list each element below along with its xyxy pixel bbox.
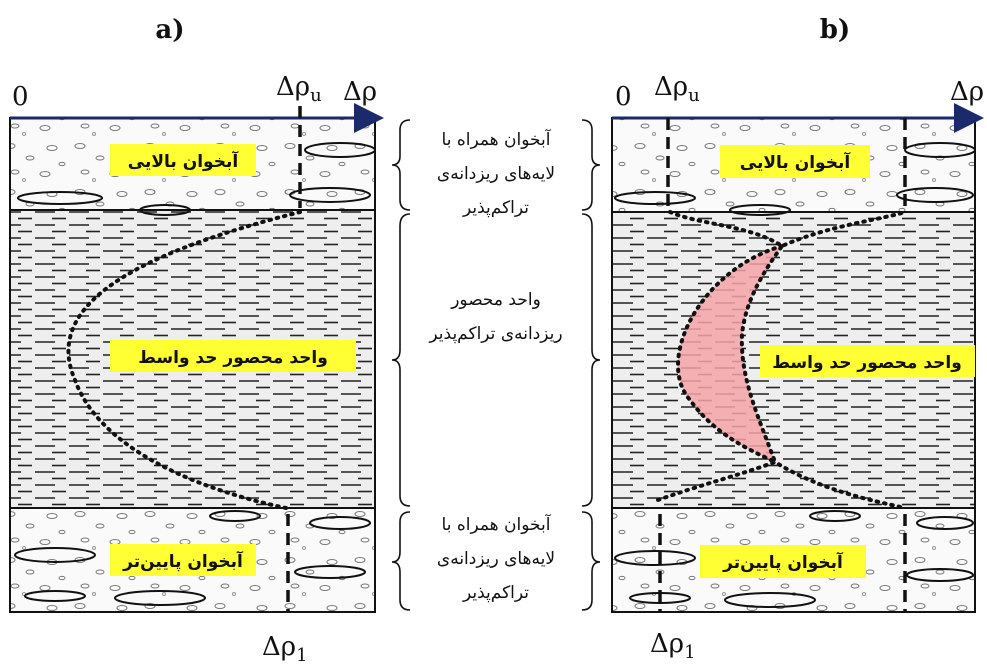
legend-line: لایه‌های ریزدانه‌ی (437, 549, 555, 569)
legend-line: لایه‌های ریزدانه‌ی (437, 164, 555, 184)
panel-label: b) (820, 15, 850, 45)
middle-unit-label: واحد محصور حد واسط (138, 348, 328, 368)
subscript: u (310, 85, 322, 106)
symbol: Δρ (654, 72, 688, 102)
legend-line: ریزدانه‌ی تراکم‌پذیر (428, 324, 562, 344)
panel-b: آبخوان بالایی واحد محصور حد واسط آبخوان … (612, 15, 984, 663)
upper-aquifer-label: آبخوان بالایی (128, 150, 240, 172)
diagram: آبخوان بالایی واحد محصور حد واسط آبخوان … (0, 0, 987, 668)
subscript: u (688, 85, 700, 106)
symbol: Δρ (276, 72, 310, 102)
symbol: Δρ (650, 629, 684, 659)
subscript: 1 (296, 645, 307, 666)
subscript: 1 (684, 642, 695, 663)
delta-rho-u: Δρu (276, 72, 322, 106)
axis-label: Δρ (950, 77, 984, 107)
origin: 0 (615, 82, 632, 112)
braces (392, 120, 600, 610)
axis-label: Δρ (343, 77, 377, 107)
legend: آبخوان همراه با لایه‌های ریزدانه‌ی تراکم‌پ… (428, 128, 562, 603)
delta-rho-1: Δρ1 (650, 629, 696, 663)
panel-label: a) (155, 15, 184, 45)
symbol: Δρ (262, 632, 296, 662)
legend-line: آبخوان همراه با (442, 513, 552, 535)
legend-line: تراکم‌پذیر (462, 583, 529, 603)
delta-rho-u: Δρu (654, 72, 700, 106)
legend-line: واحد محصور (450, 290, 541, 310)
lower-aquifer-label: آبخوان پایین‌تر (722, 551, 844, 573)
legend-line: تراکم‌پذیر (462, 198, 529, 218)
lower-aquifer-label: آبخوان پایین‌تر (122, 550, 244, 572)
middle-unit-label: واحد محصور حد واسط (772, 353, 962, 373)
legend-line: آبخوان همراه با (442, 128, 552, 150)
panel-a: آبخوان بالایی واحد محصور حد واسط آبخوان … (10, 15, 378, 666)
upper-aquifer-label: آبخوان بالایی (740, 151, 852, 173)
delta-rho-1: Δρ1 (262, 632, 308, 666)
origin: 0 (12, 82, 29, 112)
